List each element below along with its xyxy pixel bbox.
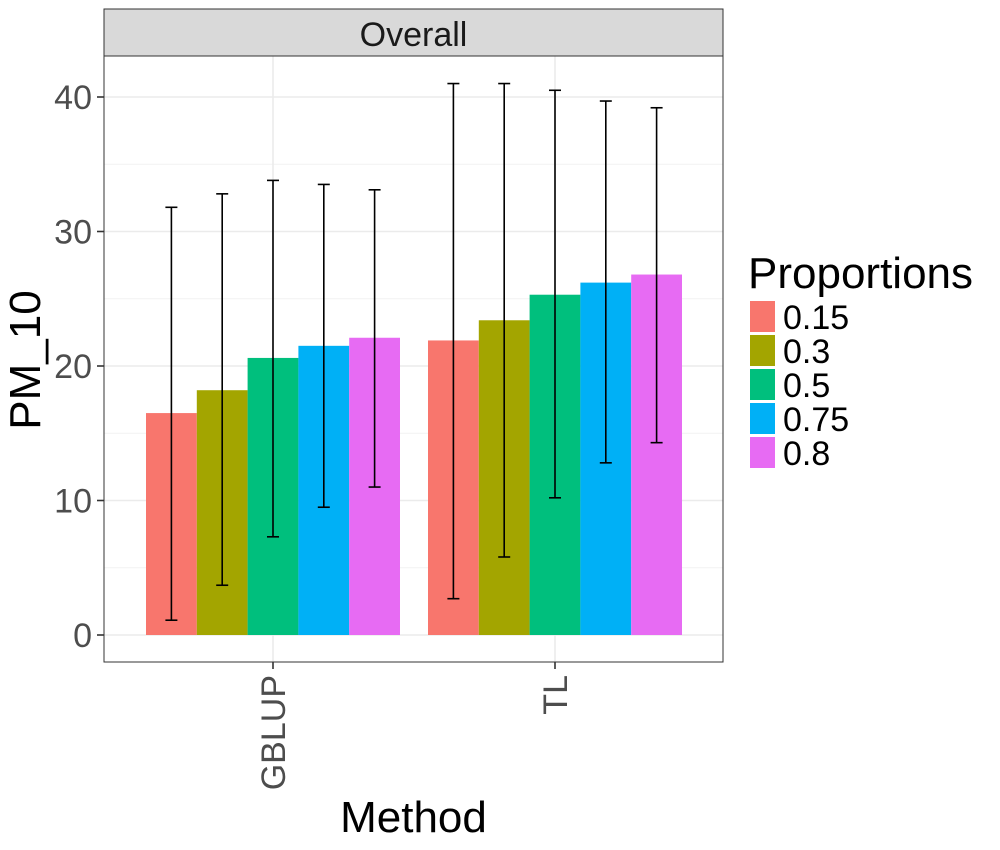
x-tick-label-gblup: GBLUP [255, 675, 293, 790]
legend-key [750, 335, 775, 366]
y-axis-title: PM_10 [1, 290, 50, 429]
y-tick-label: 10 [54, 483, 92, 521]
legend-item-0.75: 0.75 [750, 401, 849, 439]
error-bar-gblup-0.75 [317, 183, 330, 509]
plot-panel-border [103, 55, 724, 663]
legend-label: 0.3 [783, 333, 830, 371]
legend-label: 0.15 [783, 299, 849, 337]
legend-key [750, 369, 775, 400]
legend-item-0.15: 0.15 [750, 299, 849, 337]
legend-key [750, 403, 775, 434]
legend-key [750, 437, 775, 468]
error-bar-tl-0.3 [498, 82, 511, 558]
y-tick-label: 30 [54, 214, 92, 252]
legend-label: 0.5 [783, 367, 830, 405]
legend-item-0.3: 0.3 [750, 333, 830, 371]
error-bar-tl-0.5 [549, 89, 561, 499]
legend-label: 0.75 [783, 401, 849, 439]
legend-title: Proportions [748, 249, 973, 298]
error-bar-gblup-0.8 [368, 189, 381, 488]
error-bar-gblup-0.3 [216, 193, 229, 587]
legend-item-0.5: 0.5 [750, 367, 830, 405]
error-bar-tl-0.15 [447, 82, 460, 600]
legend-key [750, 301, 775, 332]
x-axis: GBLUP TL [255, 662, 575, 790]
x-axis-title: Method [340, 793, 487, 842]
y-tick-label: 40 [54, 79, 92, 117]
error-bars [165, 82, 663, 622]
legend-item-0.8: 0.8 [750, 435, 830, 473]
y-axis: 0 10 20 30 40 [54, 79, 104, 655]
y-tick-label: 20 [54, 348, 92, 386]
facet-strip-label: Overall [360, 16, 468, 54]
legend-label: 0.8 [783, 435, 830, 473]
error-bar-tl-0.8 [650, 106, 663, 444]
legend: Proportions 0.150.30.50.750.8 [748, 249, 973, 473]
error-bar-gblup-0.5 [267, 179, 279, 538]
error-bar-gblup-0.15 [165, 206, 178, 622]
error-bar-tl-0.75 [599, 100, 612, 464]
facet-strip [103, 8, 724, 57]
x-tick-label-tl: TL [537, 675, 575, 715]
y-tick-label: 0 [73, 617, 92, 655]
